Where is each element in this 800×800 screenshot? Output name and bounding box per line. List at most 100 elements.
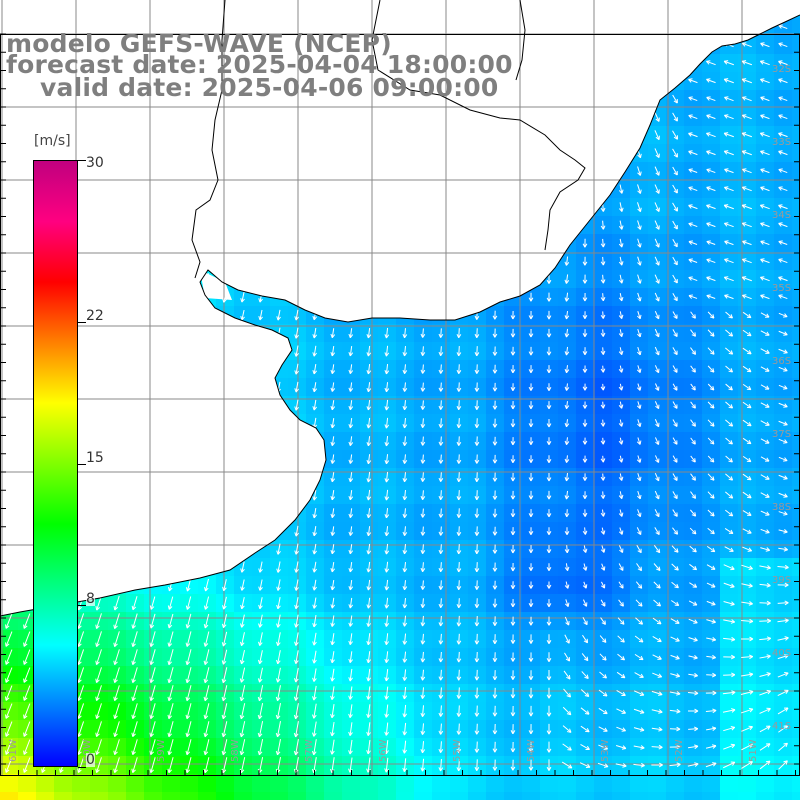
wind-arrow	[633, 690, 645, 696]
wind-arrow	[221, 667, 228, 684]
wind-arrow	[707, 455, 715, 463]
wind-arrow	[402, 400, 408, 411]
wind-arrow	[618, 599, 624, 607]
wind-arrow	[474, 651, 480, 663]
wind-arrow	[670, 618, 680, 624]
wind-arrow	[636, 563, 642, 572]
wind-arrow	[131, 613, 138, 629]
wind-arrow	[600, 419, 606, 427]
wind-arrow	[420, 328, 426, 338]
wind-arrow	[240, 561, 245, 573]
wind-arrow	[492, 687, 498, 699]
wind-arrow	[528, 473, 534, 482]
wind-arrow	[474, 562, 480, 573]
wind-arrow	[564, 527, 570, 535]
wind-arrow	[618, 437, 624, 445]
wind-arrow	[633, 727, 645, 732]
wind-arrow	[600, 527, 606, 535]
wind-arrow	[330, 382, 336, 392]
wind-arrow	[348, 544, 354, 555]
wind-arrow	[528, 365, 534, 374]
wind-arrow	[636, 527, 642, 536]
wind-arrow	[618, 473, 624, 481]
wind-arrow	[239, 685, 246, 702]
lon-label: 61W	[8, 739, 19, 762]
wind-arrow	[348, 382, 354, 392]
wind-arrow	[546, 652, 552, 663]
wind-arrow	[402, 740, 408, 754]
wind-arrow	[706, 582, 716, 588]
wind-arrow	[707, 383, 715, 391]
wind-arrow	[510, 544, 516, 554]
wind-arrow	[149, 649, 156, 666]
wind-arrow	[384, 615, 390, 627]
wind-arrow	[330, 526, 336, 536]
wind-arrow	[562, 743, 572, 751]
wind-arrow	[528, 490, 534, 500]
wind-arrow	[221, 685, 228, 702]
wind-arrow	[760, 547, 771, 552]
wind-arrow	[221, 739, 228, 756]
wind-arrow	[690, 491, 697, 499]
wind-arrow	[293, 685, 299, 701]
lat-label: 40S	[772, 648, 791, 659]
wind-arrow	[203, 667, 210, 684]
wind-arrow	[690, 437, 696, 445]
wind-arrow	[492, 670, 498, 681]
wind-arrow	[185, 631, 192, 647]
wind-arrow	[637, 490, 642, 500]
wind-arrow	[492, 508, 498, 518]
wind-arrow	[23, 757, 31, 773]
wind-arrow	[687, 762, 699, 767]
wind-arrow	[742, 96, 752, 102]
wind-arrow	[741, 60, 753, 66]
wind-arrow	[492, 741, 498, 753]
wind-arrow	[546, 527, 552, 536]
wind-arrow	[600, 491, 606, 499]
wind-arrow	[546, 490, 552, 500]
wind-arrow	[634, 653, 644, 661]
wind-arrow	[330, 704, 335, 719]
wind-arrow	[438, 400, 444, 410]
wind-arrow	[778, 312, 788, 318]
wind-arrow	[257, 703, 264, 720]
wind-arrow	[690, 419, 696, 427]
wind-arrow	[5, 757, 13, 773]
wind-arrow	[759, 600, 771, 606]
wind-arrow	[690, 509, 697, 517]
wind-arrow	[654, 490, 660, 500]
wind-arrow	[438, 687, 444, 699]
wind-arrow	[384, 436, 390, 447]
wind-arrow	[131, 631, 138, 648]
wind-arrow	[778, 511, 788, 516]
wind-arrow	[528, 509, 534, 518]
wind-arrow	[636, 365, 642, 373]
wind-arrow	[778, 186, 788, 192]
wind-arrow	[654, 473, 660, 482]
wind-arrow	[149, 703, 156, 720]
wind-arrow	[402, 597, 408, 609]
wind-arrow	[653, 545, 661, 554]
wind-arrow	[760, 78, 770, 84]
wind-arrow	[690, 311, 696, 319]
wind-arrow	[185, 578, 192, 592]
wind-arrow	[294, 597, 299, 610]
lat-label: 33S	[772, 137, 791, 148]
wind-arrow	[636, 383, 642, 391]
wind-arrow	[23, 721, 31, 737]
wind-arrow	[654, 455, 660, 463]
wind-arrow	[384, 382, 390, 393]
wind-arrow	[492, 328, 498, 338]
wind-arrow	[510, 616, 516, 626]
wind-arrow	[654, 328, 660, 338]
wind-arrow	[348, 364, 354, 375]
wind-arrow	[653, 599, 661, 607]
wind-arrow	[564, 401, 570, 410]
wind-arrow	[348, 651, 353, 664]
wind-arrow	[600, 563, 606, 571]
wind-arrow	[671, 581, 679, 589]
wind-arrow	[528, 616, 534, 626]
wind-arrow	[348, 597, 354, 609]
wind-arrow	[778, 438, 788, 444]
wind-arrow	[240, 614, 245, 628]
